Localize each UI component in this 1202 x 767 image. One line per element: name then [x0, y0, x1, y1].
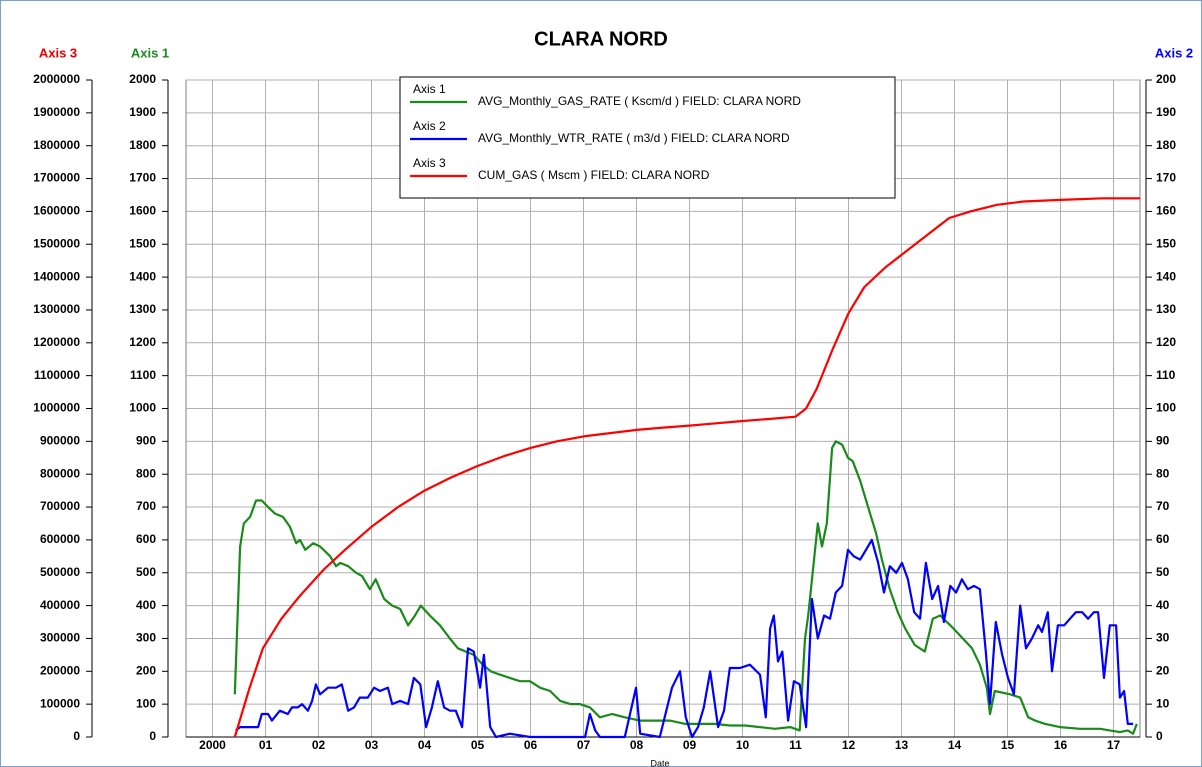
- y-tick-label: 900000: [40, 434, 80, 448]
- y-tick-label: 800: [136, 466, 156, 480]
- legend-box: [399, 76, 896, 199]
- y-tick-label: 120: [1156, 335, 1176, 349]
- y-tick-label: 180: [1156, 138, 1176, 152]
- x-axis-title: Date: [650, 758, 669, 767]
- legend-label: AVG_Monthly_WTR_RATE ( m3/d ) FIELD: CLA…: [478, 131, 790, 145]
- y-tick-label: 150: [1156, 236, 1176, 250]
- y-tick-label: 0: [1156, 729, 1163, 743]
- y-tick-label: 500000: [40, 565, 80, 579]
- y-tick-label: 200000: [40, 663, 80, 677]
- y-tick-label: 2000: [129, 72, 156, 86]
- y-tick-label: 900: [136, 434, 156, 448]
- legend-axis-label: Axis 1: [413, 82, 446, 96]
- x-tick-label: 07: [577, 738, 591, 752]
- y-tick-label: 10: [1156, 696, 1170, 710]
- y-tick-label: 80: [1156, 466, 1170, 480]
- legend-label: AVG_Monthly_GAS_RATE ( Kscm/d ) FIELD: C…: [478, 94, 801, 108]
- x-tick-label: 11: [789, 738, 802, 752]
- y-tick-label: 100000: [40, 696, 80, 710]
- x-tick-label: 2000: [199, 738, 226, 752]
- x-tick-label: 14: [948, 738, 962, 752]
- x-tick-label: 16: [1054, 738, 1068, 752]
- y-tick-label: 400: [136, 598, 156, 612]
- y-tick-label: 2000000: [33, 72, 80, 86]
- y-tick-label: 1000: [129, 401, 156, 415]
- y-tick-label: 1700: [129, 171, 156, 185]
- y3-axis-title: Axis 3: [39, 45, 77, 60]
- y-tick-label: 0: [73, 729, 80, 743]
- y-tick-label: 700000: [40, 499, 80, 513]
- y-tick-label: 1300: [129, 302, 156, 316]
- series-line: [235, 538, 1134, 739]
- x-tick-label: 04: [418, 738, 432, 752]
- legend-axis-label: Axis 3: [413, 156, 446, 170]
- x-tick-label: 05: [471, 738, 485, 752]
- y-tick-label: 1200: [129, 335, 156, 349]
- y-tick-label: 1100000: [34, 368, 80, 382]
- y-tick-label: 300000: [40, 631, 80, 645]
- y-tick-label: 1900000: [33, 105, 80, 119]
- y-tick-label: 1100: [130, 368, 156, 382]
- y-tick-label: 1400000: [33, 269, 80, 283]
- legend-label: CUM_GAS ( Mscm ) FIELD: CLARA NORD: [478, 168, 710, 182]
- y-tick-label: 90: [1156, 434, 1170, 448]
- series-line: [233, 440, 1138, 735]
- y-tick-label: 800000: [40, 466, 80, 480]
- y-tick-label: 600000: [40, 532, 80, 546]
- y-tick-label: 1700000: [33, 171, 80, 185]
- y-tick-label: 100: [136, 696, 156, 710]
- y-tick-label: 1600: [129, 204, 156, 218]
- y-tick-label: 60: [1156, 532, 1170, 546]
- legend-axis-label: Axis 2: [413, 119, 446, 133]
- y-tick-label: 1200000: [33, 335, 80, 349]
- y-tick-label: 160: [1156, 204, 1176, 218]
- y-tick-label: 110: [1156, 368, 1176, 382]
- x-tick-label: 17: [1107, 738, 1121, 752]
- x-tick-label: 09: [683, 738, 697, 752]
- x-tick-label: 08: [630, 738, 644, 752]
- x-tick-label: 10: [736, 738, 750, 752]
- y-tick-label: 1400: [129, 269, 156, 283]
- y-tick-label: 1800: [129, 138, 156, 152]
- y-tick-label: 140: [1156, 269, 1176, 283]
- chart-title: CLARA NORD: [534, 28, 668, 50]
- y-tick-label: 70: [1156, 499, 1170, 513]
- y-tick-label: 1500: [129, 236, 156, 250]
- y-tick-label: 130: [1156, 302, 1176, 316]
- y-tick-label: 20: [1156, 663, 1170, 677]
- y-tick-label: 1300000: [33, 302, 80, 316]
- x-tick-label: 13: [895, 738, 909, 752]
- y-tick-label: 300: [136, 631, 156, 645]
- y-tick-label: 50: [1156, 565, 1170, 579]
- y-tick-label: 40: [1156, 598, 1170, 612]
- y-tick-label: 200: [136, 663, 156, 677]
- y-axis-title: Axis 1: [131, 45, 169, 60]
- x-tick-label: 15: [1001, 738, 1015, 752]
- x-tick-label: 12: [842, 738, 856, 752]
- y-tick-label: 600: [136, 532, 156, 546]
- y2-axis-title: Axis 2: [1155, 45, 1193, 60]
- y-tick-label: 100: [1156, 401, 1176, 415]
- x-tick-label: 03: [365, 738, 379, 752]
- y-tick-label: 200: [1156, 72, 1176, 86]
- y-tick-label: 170: [1156, 171, 1176, 185]
- y-tick-label: 500: [136, 565, 156, 579]
- x-tick-label: 06: [524, 738, 538, 752]
- y-tick-label: 1500000: [33, 236, 80, 250]
- y-tick-label: 1600000: [33, 204, 80, 218]
- y-tick-label: 190: [1156, 105, 1176, 119]
- legend: Axis 1 AVG_Monthly_GAS_RATE ( Kscm/d ) FI…: [399, 76, 896, 199]
- x-tick-label: 02: [312, 738, 326, 752]
- y-tick-label: 1000000: [33, 401, 80, 415]
- y-tick-label: 0: [149, 729, 156, 743]
- y-tick-label: 400000: [40, 598, 80, 612]
- y-tick-label: 1800000: [33, 138, 80, 152]
- series-line: [233, 197, 1140, 738]
- y-tick-label: 1900: [129, 105, 156, 119]
- y-tick-label: 30: [1156, 631, 1170, 645]
- y-tick-label: 700: [136, 499, 156, 513]
- x-tick-label: 01: [259, 738, 273, 752]
